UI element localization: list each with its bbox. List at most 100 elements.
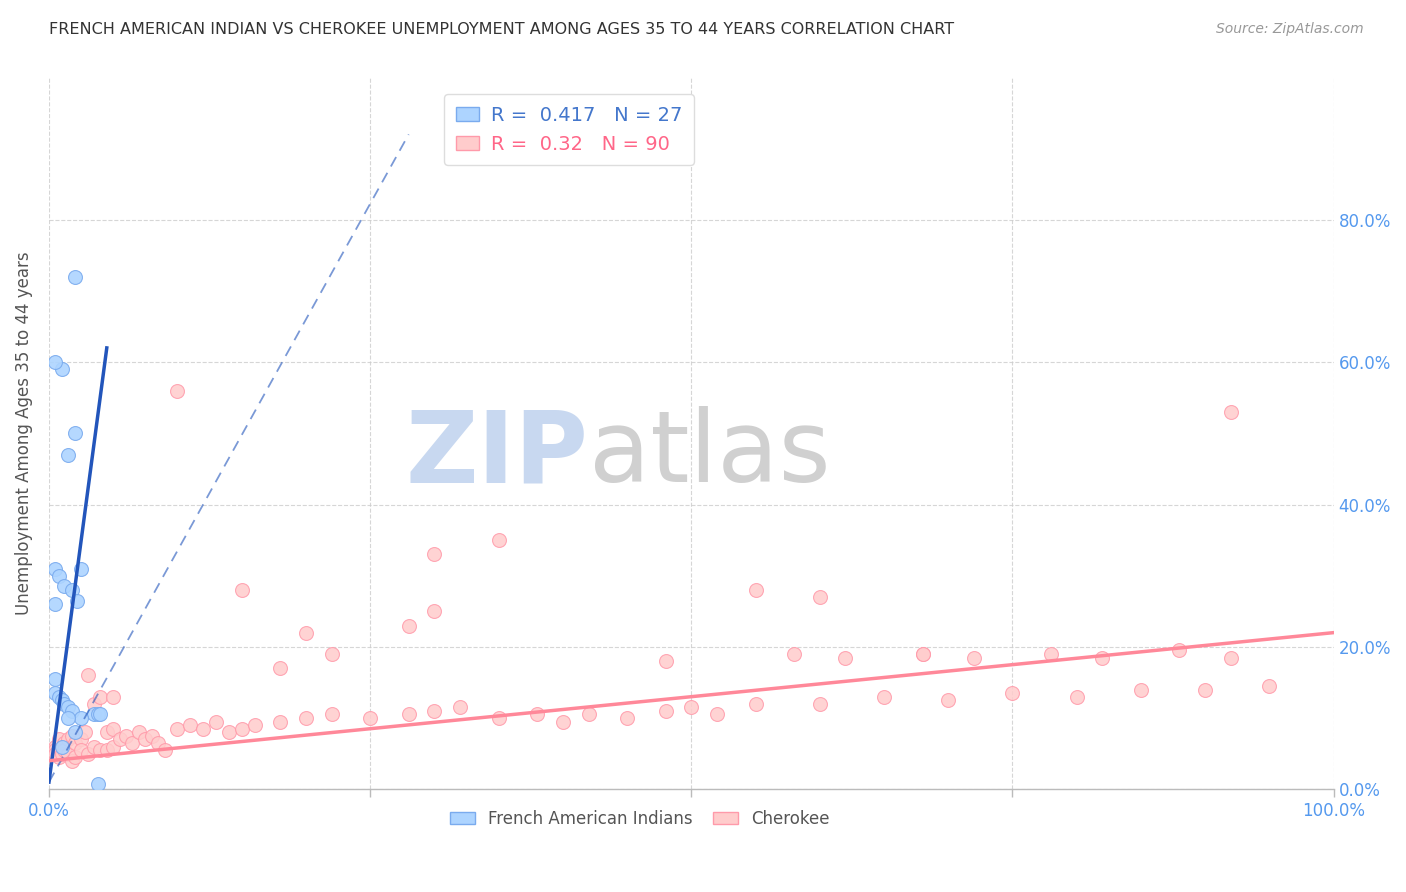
- Point: [58, 711, 80, 725]
- Point: [1129, 682, 1152, 697]
- Point: [51, 747, 73, 761]
- Point: [44, 672, 66, 686]
- Point: [1066, 690, 1088, 704]
- Point: [53, 579, 76, 593]
- Point: [103, 739, 125, 754]
- Point: [48, 732, 70, 747]
- Point: [449, 700, 471, 714]
- Point: [44, 686, 66, 700]
- Point: [134, 732, 156, 747]
- Point: [359, 711, 381, 725]
- Point: [911, 647, 934, 661]
- Point: [1219, 405, 1241, 419]
- Point: [66, 593, 89, 607]
- Point: [58, 700, 80, 714]
- Point: [87, 707, 110, 722]
- Point: [96, 725, 118, 739]
- Point: [231, 722, 253, 736]
- Point: [121, 736, 143, 750]
- Point: [218, 725, 240, 739]
- Text: atlas: atlas: [589, 406, 830, 503]
- Point: [76, 668, 98, 682]
- Point: [96, 743, 118, 757]
- Text: FRENCH AMERICAN INDIAN VS CHEROKEE UNEMPLOYMENT AMONG AGES 35 TO 44 YEARS CORREL: FRENCH AMERICAN INDIAN VS CHEROKEE UNEMP…: [49, 22, 955, 37]
- Point: [423, 704, 446, 718]
- Point: [48, 750, 70, 764]
- Point: [873, 690, 896, 704]
- Point: [423, 604, 446, 618]
- Point: [191, 722, 214, 736]
- Point: [60, 704, 83, 718]
- Point: [115, 729, 138, 743]
- Point: [808, 590, 831, 604]
- Point: [103, 722, 125, 736]
- Point: [231, 582, 253, 597]
- Point: [51, 362, 73, 376]
- Point: [243, 718, 266, 732]
- Point: [808, 697, 831, 711]
- Point: [551, 714, 574, 729]
- Point: [44, 355, 66, 369]
- Point: [44, 747, 66, 761]
- Point: [51, 693, 73, 707]
- Point: [1219, 650, 1241, 665]
- Point: [89, 743, 111, 757]
- Point: [1001, 686, 1024, 700]
- Point: [44, 561, 66, 575]
- Point: [654, 654, 676, 668]
- Point: [70, 561, 93, 575]
- Point: [89, 690, 111, 704]
- Point: [744, 582, 766, 597]
- Point: [89, 707, 111, 722]
- Point: [295, 711, 318, 725]
- Point: [76, 747, 98, 761]
- Point: [1194, 682, 1216, 697]
- Point: [63, 269, 86, 284]
- Point: [83, 739, 105, 754]
- Point: [321, 707, 343, 722]
- Point: [783, 647, 806, 661]
- Point: [654, 704, 676, 718]
- Point: [578, 707, 600, 722]
- Point: [936, 693, 959, 707]
- Point: [51, 739, 73, 754]
- Point: [60, 729, 83, 743]
- Point: [488, 533, 510, 547]
- Y-axis label: Unemployment Among Ages 35 to 44 years: Unemployment Among Ages 35 to 44 years: [15, 252, 32, 615]
- Point: [963, 650, 986, 665]
- Point: [166, 384, 188, 398]
- Point: [63, 750, 86, 764]
- Point: [48, 568, 70, 582]
- Point: [70, 732, 93, 747]
- Point: [706, 707, 728, 722]
- Point: [205, 714, 228, 729]
- Point: [103, 690, 125, 704]
- Point: [58, 448, 80, 462]
- Point: [1091, 650, 1114, 665]
- Point: [146, 736, 169, 750]
- Point: [423, 547, 446, 561]
- Point: [44, 743, 66, 757]
- Point: [60, 582, 83, 597]
- Point: [141, 729, 163, 743]
- Point: [108, 732, 131, 747]
- Point: [58, 732, 80, 747]
- Text: ZIP: ZIP: [406, 406, 589, 503]
- Point: [83, 707, 105, 722]
- Point: [526, 707, 548, 722]
- Text: Source: ZipAtlas.com: Source: ZipAtlas.com: [1216, 22, 1364, 37]
- Point: [1258, 679, 1281, 693]
- Point: [269, 714, 291, 729]
- Point: [744, 697, 766, 711]
- Point: [58, 747, 80, 761]
- Point: [63, 736, 86, 750]
- Point: [53, 736, 76, 750]
- Point: [398, 618, 420, 632]
- Point: [70, 743, 93, 757]
- Point: [295, 625, 318, 640]
- Point: [153, 743, 176, 757]
- Point: [44, 597, 66, 611]
- Point: [73, 725, 96, 739]
- Point: [53, 743, 76, 757]
- Point: [70, 711, 93, 725]
